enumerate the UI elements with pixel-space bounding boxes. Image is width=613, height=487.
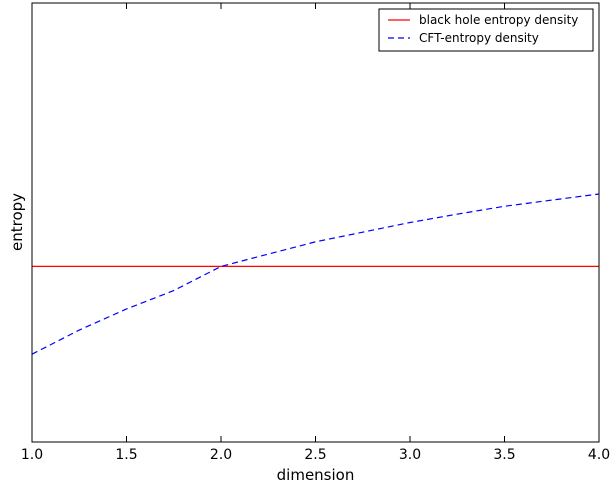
legend-box bbox=[378, 8, 594, 52]
x-tick-label: 2.0 bbox=[210, 447, 232, 463]
legend-label-cft: CFT-entropy density bbox=[419, 31, 539, 45]
x-tick-label: 1.5 bbox=[115, 447, 137, 463]
x-tick-label: 3.0 bbox=[399, 447, 421, 463]
x-tick-label: 4.0 bbox=[588, 447, 610, 463]
x-tick-label: 1.0 bbox=[21, 447, 43, 463]
plot-background bbox=[32, 3, 599, 442]
x-tick-label: 2.5 bbox=[304, 447, 326, 463]
legend: black hole entropy density CFT-entropy d… bbox=[378, 8, 594, 52]
legend-label-black-hole: black hole entropy density bbox=[419, 13, 578, 27]
x-axis-label: dimension bbox=[277, 466, 355, 484]
x-tick-label: 3.5 bbox=[493, 447, 515, 463]
series-layer bbox=[31, 193, 600, 355]
series-line-1 bbox=[31, 193, 600, 355]
y-axis-label: entropy bbox=[8, 193, 26, 251]
ticks-layer: 1.0 1.5 2.0 2.5 3.0 3.5 4.0 bbox=[21, 3, 610, 463]
